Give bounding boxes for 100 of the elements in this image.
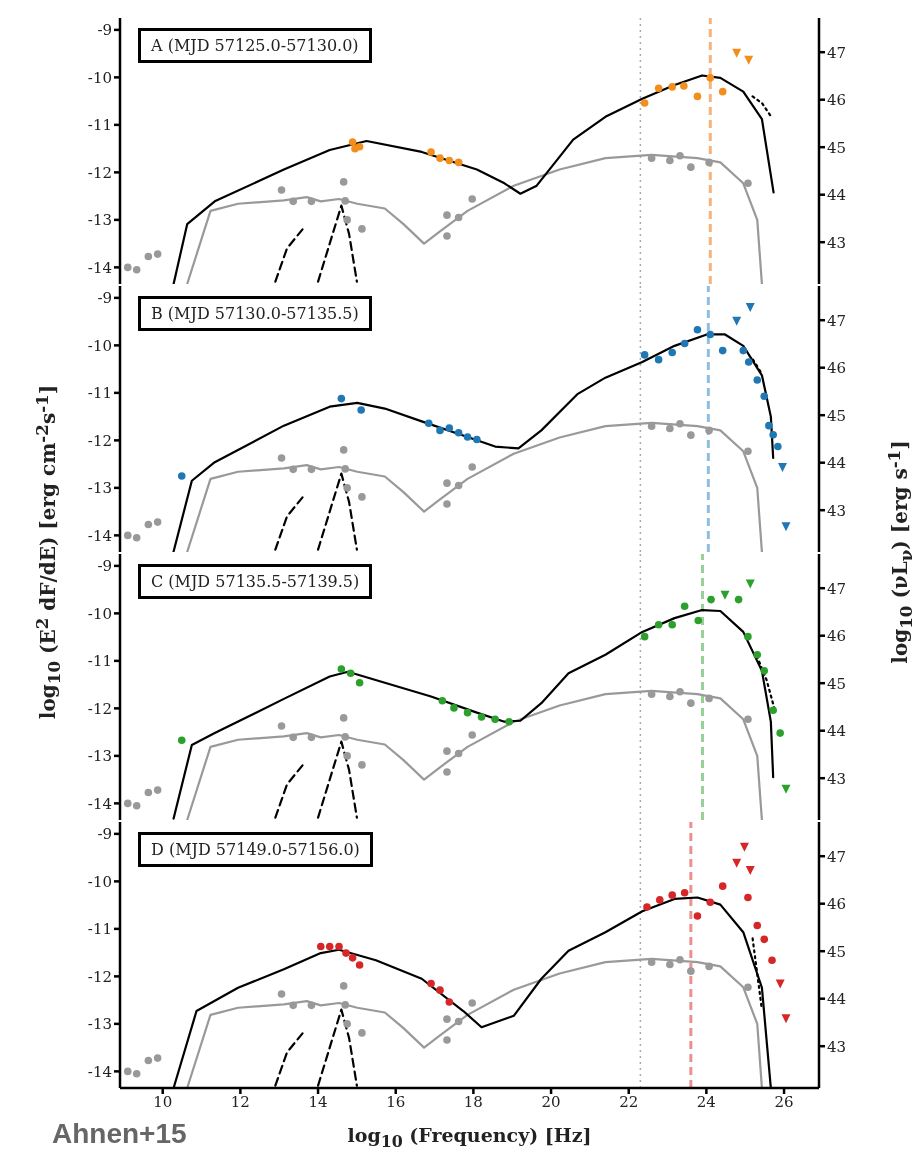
point bbox=[718, 882, 727, 890]
point bbox=[640, 99, 649, 107]
y-tick-label: -10 bbox=[87, 336, 112, 355]
point bbox=[693, 325, 702, 334]
point bbox=[680, 339, 689, 348]
point bbox=[680, 82, 688, 90]
y2-tick-label: 44 bbox=[827, 722, 847, 741]
point bbox=[358, 225, 366, 233]
point bbox=[676, 687, 684, 696]
point bbox=[348, 954, 357, 962]
point bbox=[177, 736, 186, 744]
point bbox=[774, 442, 782, 451]
point bbox=[666, 424, 674, 433]
point bbox=[680, 602, 689, 611]
point bbox=[123, 799, 132, 808]
point bbox=[676, 419, 684, 428]
point bbox=[706, 330, 715, 339]
point bbox=[781, 522, 791, 532]
text: C (MJD 57135.5-57139.5) bbox=[138, 564, 373, 599]
point bbox=[454, 749, 463, 758]
text: D (MJD 57149.0-57156.0) bbox=[138, 832, 373, 867]
point bbox=[438, 696, 447, 705]
y2-tick-label: 47 bbox=[827, 847, 847, 866]
point bbox=[289, 733, 297, 742]
point bbox=[343, 752, 351, 760]
point bbox=[654, 84, 663, 93]
point bbox=[341, 733, 350, 741]
y-tick-label: -9 bbox=[97, 289, 112, 308]
point bbox=[355, 678, 364, 687]
point bbox=[307, 465, 316, 474]
point bbox=[687, 967, 695, 975]
point bbox=[177, 472, 186, 480]
point bbox=[339, 446, 348, 454]
point bbox=[436, 986, 444, 994]
point bbox=[477, 713, 486, 721]
y-tick-label: -12 bbox=[87, 163, 112, 182]
point bbox=[307, 1001, 316, 1010]
point bbox=[776, 729, 784, 737]
point bbox=[123, 263, 132, 272]
point bbox=[744, 447, 752, 456]
point bbox=[640, 632, 649, 641]
point bbox=[468, 463, 477, 471]
y2-tick-label: 46 bbox=[827, 359, 847, 378]
point bbox=[693, 92, 702, 101]
point bbox=[123, 1067, 132, 1076]
point bbox=[694, 616, 703, 625]
point bbox=[358, 761, 366, 769]
point bbox=[443, 747, 451, 755]
point bbox=[445, 998, 454, 1006]
point bbox=[341, 197, 350, 205]
point bbox=[144, 252, 153, 261]
y-tick-label: -11 bbox=[87, 652, 112, 671]
point bbox=[450, 704, 458, 712]
point bbox=[335, 942, 343, 951]
point bbox=[744, 893, 752, 902]
point bbox=[427, 979, 435, 988]
point bbox=[739, 346, 748, 355]
point bbox=[132, 533, 141, 542]
point bbox=[744, 179, 752, 188]
point bbox=[666, 692, 674, 701]
y-tick-label: -13 bbox=[87, 211, 112, 230]
y2-tick-label: 46 bbox=[827, 627, 847, 646]
point bbox=[760, 392, 769, 400]
point bbox=[346, 669, 355, 678]
x-tick-label: 10 bbox=[153, 1092, 173, 1111]
x-tick-label: 20 bbox=[541, 1092, 561, 1111]
point bbox=[454, 481, 463, 490]
point bbox=[744, 632, 752, 641]
y-tick-label: -11 bbox=[87, 116, 112, 135]
point bbox=[445, 424, 454, 432]
line-series bbox=[186, 689, 764, 820]
point bbox=[687, 431, 695, 439]
point bbox=[277, 454, 286, 462]
point bbox=[289, 1001, 297, 1010]
y-tick-label: -13 bbox=[87, 1015, 112, 1034]
point bbox=[454, 1017, 463, 1026]
point bbox=[463, 433, 472, 441]
y2-tick-label: 43 bbox=[827, 769, 847, 788]
line-series bbox=[172, 608, 775, 820]
text: Ahnen+15 bbox=[52, 1118, 187, 1150]
point bbox=[153, 1054, 162, 1062]
point bbox=[144, 520, 153, 529]
point bbox=[343, 484, 351, 492]
point bbox=[707, 595, 715, 604]
point bbox=[153, 250, 162, 258]
y-tick-label: -12 bbox=[87, 431, 112, 450]
point bbox=[144, 788, 153, 797]
point bbox=[676, 151, 684, 160]
y-tick-label: -10 bbox=[87, 68, 112, 87]
y-tick-label: -10 bbox=[87, 604, 112, 623]
point bbox=[443, 232, 451, 240]
point bbox=[640, 351, 649, 359]
point bbox=[341, 465, 350, 473]
point bbox=[289, 197, 297, 206]
y2-tick-label: 44 bbox=[827, 454, 847, 473]
x-tick-label: 24 bbox=[696, 1092, 716, 1111]
y-tick-label: -14 bbox=[87, 1062, 112, 1081]
point bbox=[668, 620, 677, 629]
point bbox=[781, 784, 791, 794]
point bbox=[277, 186, 286, 194]
